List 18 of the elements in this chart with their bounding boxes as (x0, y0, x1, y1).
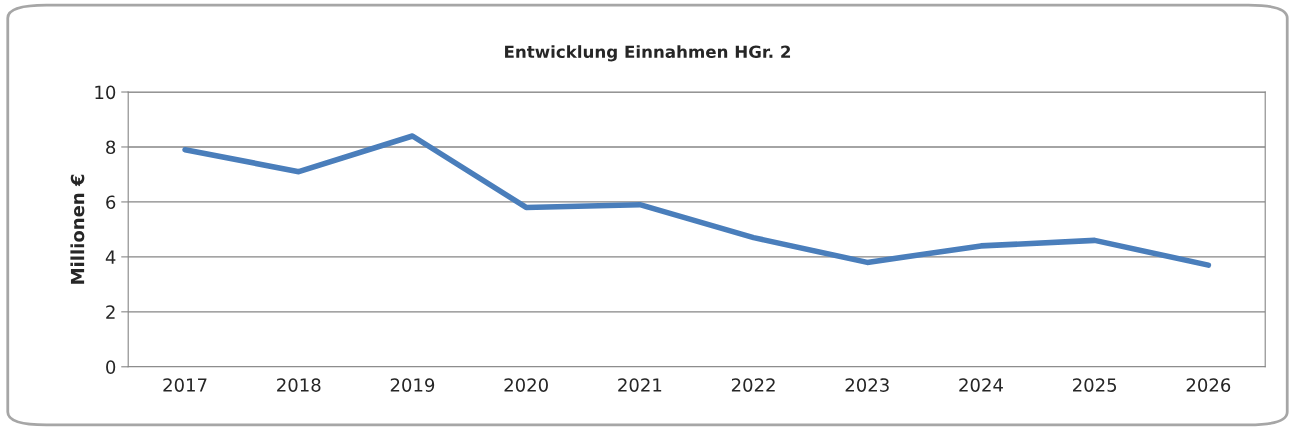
x-tick-label: 2017 (163, 378, 207, 392)
chart-title: Entwicklung Einnahmen HGr. 2 (505, 45, 791, 62)
x-tick-label: 2019 (390, 378, 435, 392)
x-tick-label: 2021 (618, 378, 662, 392)
y-tick-label: 8 (106, 140, 116, 155)
x-tick-label: 2020 (504, 378, 548, 392)
x-tick-label: 2026 (1186, 378, 1231, 392)
y-tick-label: 0 (106, 360, 116, 374)
y-tick-label: 2 (106, 305, 115, 319)
x-tick-label: 2025 (1073, 378, 1117, 392)
y-axis-title: Millionen € (70, 174, 85, 284)
x-tick-label: 2022 (731, 378, 775, 392)
x-tick-label: 2018 (277, 378, 321, 392)
y-tick-label: 4 (105, 250, 116, 264)
x-tick-label: 2023 (845, 378, 889, 392)
y-tick-label: 10 (95, 85, 116, 100)
y-tick-label: 6 (106, 195, 116, 210)
x-tick-label: 2024 (959, 378, 1003, 392)
